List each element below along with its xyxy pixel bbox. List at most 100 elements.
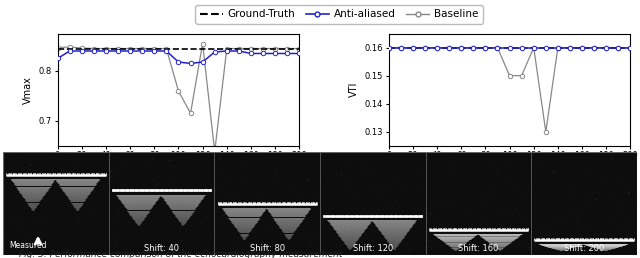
Point — [53, 247, 63, 251]
Point — [464, 194, 474, 198]
Point — [236, 210, 246, 214]
Point — [326, 216, 336, 220]
Point — [606, 171, 616, 175]
Point — [591, 218, 601, 222]
Point — [478, 227, 488, 231]
Point — [307, 192, 317, 196]
Point — [374, 245, 384, 249]
Point — [369, 194, 380, 198]
Point — [513, 213, 524, 217]
Point — [323, 159, 333, 163]
Point — [591, 156, 602, 160]
Point — [524, 203, 534, 207]
Point — [311, 169, 321, 173]
Point — [563, 202, 573, 206]
Point — [360, 214, 371, 219]
Point — [88, 163, 99, 167]
Point — [337, 230, 348, 234]
Point — [413, 189, 424, 193]
Point — [385, 156, 395, 160]
Point — [534, 156, 544, 160]
Point — [392, 198, 402, 202]
Point — [58, 176, 68, 181]
Point — [614, 225, 624, 230]
Point — [572, 235, 582, 239]
Point — [222, 206, 232, 210]
Point — [38, 185, 48, 189]
Point — [445, 246, 455, 250]
Point — [563, 163, 573, 167]
Point — [257, 203, 267, 207]
Point — [152, 180, 162, 184]
Point — [449, 243, 460, 247]
Point — [181, 238, 191, 242]
Point — [511, 229, 521, 233]
Point — [561, 245, 572, 249]
Point — [397, 209, 408, 213]
Point — [180, 219, 190, 223]
Point — [289, 191, 300, 195]
Point — [232, 183, 242, 187]
Point — [492, 228, 502, 232]
Point — [383, 158, 393, 162]
Point — [224, 237, 234, 241]
Point — [485, 210, 495, 214]
Text: Shift: 160: Shift: 160 — [458, 244, 499, 253]
Point — [357, 163, 367, 167]
Point — [92, 244, 102, 248]
Point — [600, 177, 610, 181]
Point — [509, 233, 519, 237]
Point — [300, 166, 310, 170]
Point — [114, 213, 124, 217]
Point — [543, 225, 553, 229]
Point — [627, 222, 637, 227]
Point — [212, 207, 223, 211]
Point — [138, 248, 148, 252]
Point — [305, 163, 315, 167]
Point — [228, 156, 239, 160]
Point — [498, 243, 508, 247]
Point — [207, 163, 217, 167]
Point — [116, 196, 126, 200]
Point — [164, 158, 175, 163]
Point — [588, 238, 598, 242]
Point — [408, 172, 419, 176]
Text: Shift: 120: Shift: 120 — [353, 244, 393, 253]
Point — [44, 236, 54, 240]
Point — [321, 205, 332, 209]
Point — [507, 204, 517, 208]
Point — [67, 159, 77, 164]
Point — [508, 235, 518, 239]
Point — [39, 196, 49, 200]
Point — [279, 214, 289, 218]
Point — [504, 162, 514, 166]
Point — [427, 216, 437, 220]
Point — [132, 206, 143, 211]
Point — [511, 172, 522, 176]
Point — [368, 172, 378, 176]
Point — [128, 224, 138, 229]
Point — [481, 230, 492, 234]
Point — [177, 238, 187, 242]
Point — [547, 215, 557, 219]
Point — [220, 217, 230, 221]
Point — [121, 165, 131, 170]
Point — [492, 213, 502, 217]
Point — [262, 219, 272, 223]
Point — [293, 236, 303, 240]
Point — [125, 191, 136, 195]
Point — [524, 246, 534, 250]
Point — [272, 169, 282, 173]
Point — [406, 172, 416, 176]
Point — [222, 175, 232, 180]
Point — [219, 177, 229, 181]
Point — [35, 216, 45, 220]
Point — [170, 164, 180, 168]
Point — [107, 203, 117, 207]
Point — [129, 191, 139, 195]
Point — [111, 235, 121, 239]
Point — [463, 158, 473, 162]
Point — [392, 203, 402, 207]
Point — [106, 170, 116, 174]
Point — [587, 206, 597, 210]
